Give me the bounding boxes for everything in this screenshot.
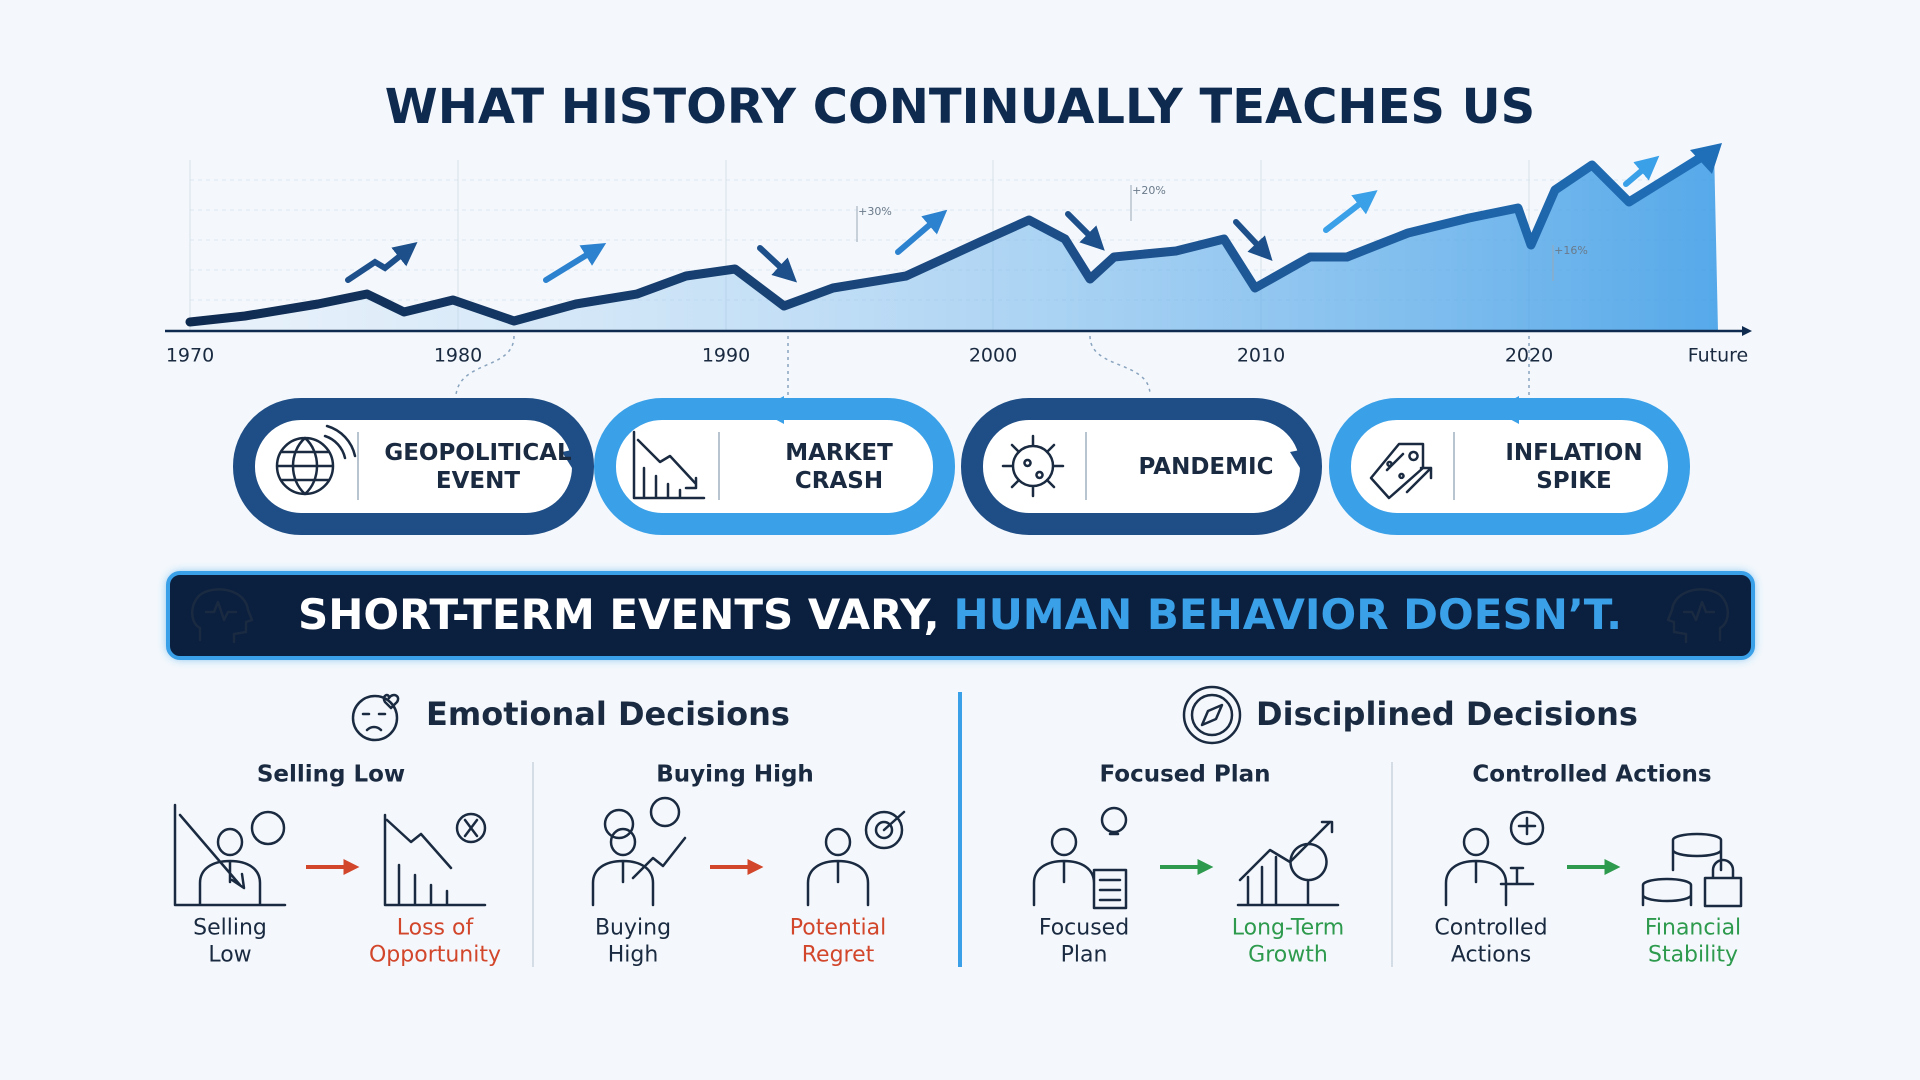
to-caption: Potential Regret xyxy=(790,916,886,968)
to-caption-line: Regret xyxy=(802,943,875,968)
x-label: 1970 xyxy=(166,345,214,367)
section-icon xyxy=(351,693,400,742)
from-caption-line: Actions xyxy=(1451,943,1531,968)
to-icon xyxy=(383,812,487,907)
event-pill xyxy=(961,398,1322,535)
x-label: 2020 xyxy=(1505,345,1553,367)
event-icon xyxy=(275,424,357,496)
annotation: +16% xyxy=(1554,244,1588,257)
event-arrow xyxy=(1290,448,1310,468)
event-label-line: PANDEMIC xyxy=(1139,454,1274,480)
trend-line xyxy=(185,153,1705,327)
event-icon xyxy=(1369,442,1433,500)
to-caption-line: Long-Term xyxy=(1232,916,1344,941)
x-label: 1990 xyxy=(702,345,750,367)
to-icon xyxy=(1236,820,1340,907)
group-title: Controlled Actions xyxy=(1472,762,1711,788)
banner xyxy=(166,571,1755,660)
event-label: GEOPOLITICAL EVENT xyxy=(384,440,572,494)
from-caption-line: Buying xyxy=(595,916,671,941)
event-icon xyxy=(1001,434,1065,498)
from-caption-line: High xyxy=(608,943,659,968)
x-label: 2010 xyxy=(1237,345,1285,367)
to-caption: Long-Term Growth xyxy=(1232,916,1344,968)
from-caption-line: Selling xyxy=(193,916,267,941)
to-caption-line: Opportunity xyxy=(369,943,501,968)
section-title: Emotional Decisions xyxy=(426,695,790,733)
banner-part2: HUMAN BEHAVIOR DOESN’T. xyxy=(954,590,1622,639)
head-icon xyxy=(191,588,254,644)
event-icon xyxy=(632,430,706,500)
event-chain: GEOPOLITICAL EVENT MARKET CRASH PANDEMIC INFL… xyxy=(233,396,1690,535)
event-label-line: SPIKE xyxy=(1536,468,1612,494)
to-caption: Loss of Opportunity xyxy=(369,916,501,968)
from-caption-line: Controlled xyxy=(1434,916,1547,941)
x-labels: 1970 1980 1990 2000 2010 2020 Future xyxy=(166,345,1748,367)
x-label: 1980 xyxy=(434,345,482,367)
event-label-line: MARKET xyxy=(785,440,893,466)
from-caption-line: Focused xyxy=(1039,916,1129,941)
event-label-line: GEOPOLITICAL xyxy=(384,440,572,466)
section-icon xyxy=(1182,685,1242,745)
x-label: Future xyxy=(1688,345,1749,367)
event-label: MARKET CRASH xyxy=(785,440,893,494)
to-caption-line: Potential xyxy=(790,916,886,941)
to-caption-line: Loss of xyxy=(397,916,475,941)
banner-part1: SHORT-TERM EVENTS VARY, xyxy=(298,590,940,639)
from-icon xyxy=(591,796,687,907)
to-caption-line: Growth xyxy=(1248,943,1328,968)
trend-arrows xyxy=(345,155,1660,283)
section-title: Disciplined Decisions xyxy=(1256,695,1638,733)
from-icon xyxy=(1032,806,1128,910)
event-arrow xyxy=(758,396,784,424)
annotations: +30% +20% +16% xyxy=(856,184,1588,281)
banner-text: SHORT-TERM EVENTS VARY, HUMAN BEHAVIOR DO… xyxy=(298,590,1622,639)
from-caption: Selling Low xyxy=(193,916,267,968)
to-caption-line: Financial xyxy=(1645,916,1741,941)
event-pill xyxy=(594,398,955,535)
to-icon xyxy=(1641,832,1743,908)
event-label-line: INFLATION xyxy=(1505,440,1642,466)
event-label: PANDEMIC xyxy=(1139,454,1274,480)
event-label-line: EVENT xyxy=(436,468,520,494)
connectors xyxy=(455,335,1530,398)
trend-arrow xyxy=(1690,143,1722,174)
annotation: +20% xyxy=(1132,184,1166,197)
event-label-line: CRASH xyxy=(795,468,883,494)
group-title: Buying High xyxy=(656,762,814,788)
to-caption-line: Stability xyxy=(1648,943,1738,968)
group-title: Focused Plan xyxy=(1100,762,1271,788)
from-caption: Focused Plan xyxy=(1039,916,1129,968)
annotation: +30% xyxy=(858,205,892,218)
event-arrow xyxy=(1493,396,1519,424)
from-icon xyxy=(1444,810,1545,907)
head-icon xyxy=(1666,588,1729,644)
area xyxy=(190,147,1718,331)
from-caption-line: Low xyxy=(208,943,251,968)
from-caption-line: Plan xyxy=(1061,943,1108,968)
from-caption: Controlled Actions xyxy=(1434,916,1547,968)
x-label: 2000 xyxy=(969,345,1017,367)
from-icon xyxy=(173,803,287,907)
to-icon xyxy=(806,810,906,907)
from-caption: Buying High xyxy=(595,916,671,968)
group-title: Selling Low xyxy=(257,762,405,788)
to-caption: Financial Stability xyxy=(1645,916,1741,968)
event-label: INFLATION SPIKE xyxy=(1505,440,1642,494)
event-arrow xyxy=(562,448,582,468)
title: WHAT HISTORY CONTINUALLY TEACHES US xyxy=(385,79,1535,135)
